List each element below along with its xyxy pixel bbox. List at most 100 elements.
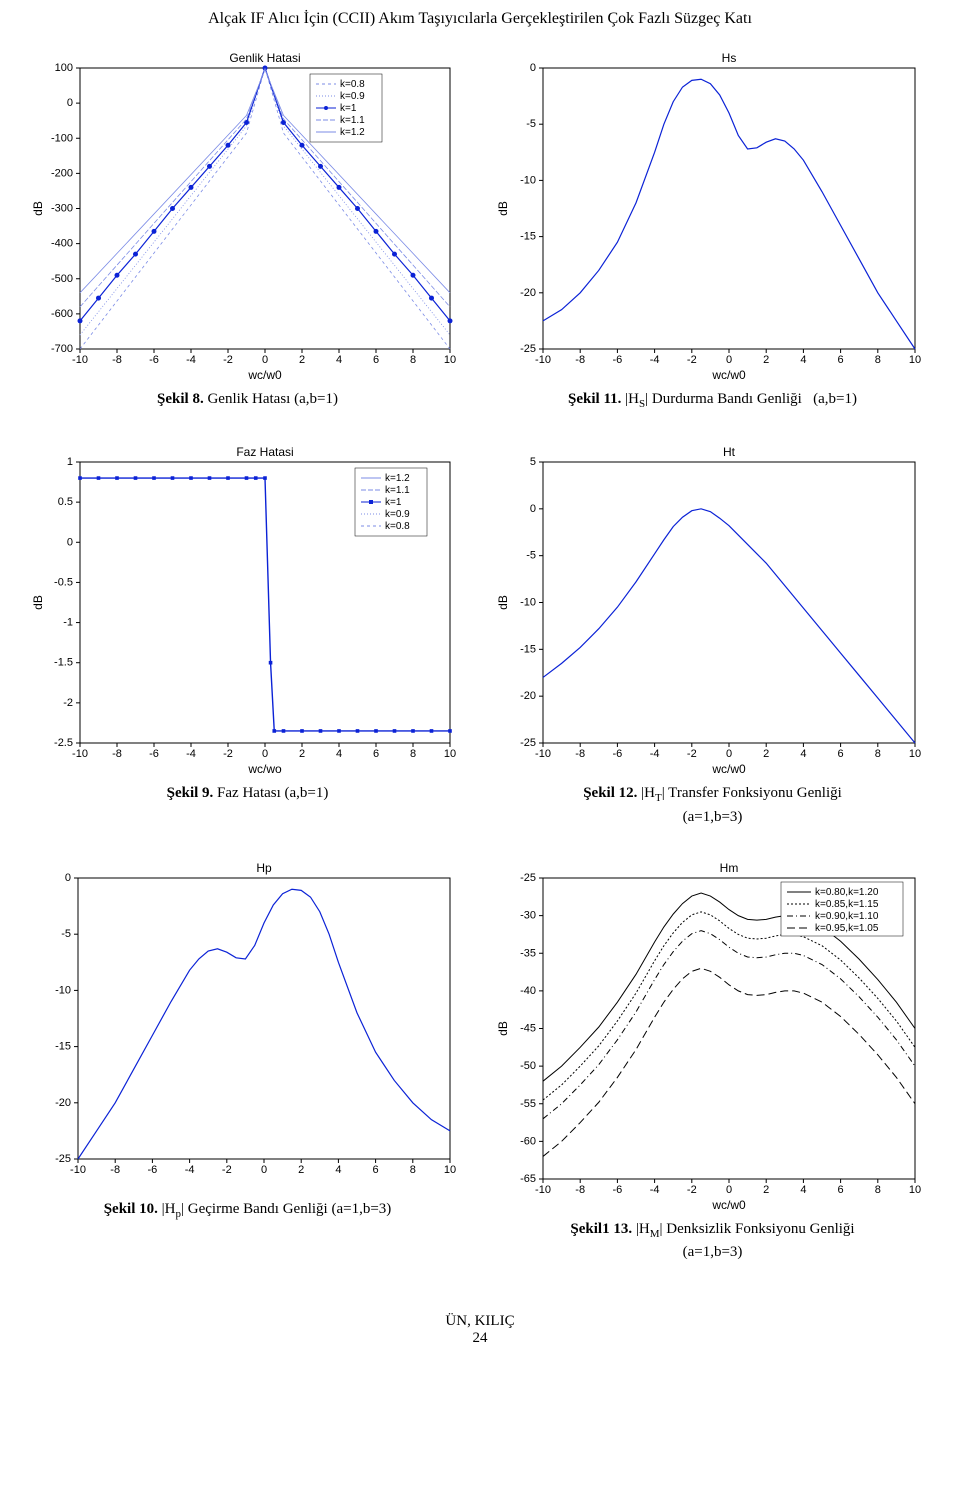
svg-text:-55: -55	[520, 1098, 536, 1110]
svg-text:k=0.9: k=0.9	[340, 91, 365, 102]
svg-text:0: 0	[530, 503, 536, 515]
svg-text:-45: -45	[520, 1022, 536, 1034]
svg-text:2: 2	[763, 354, 769, 366]
svg-text:k=0.9: k=0.9	[385, 509, 410, 520]
svg-text:-2: -2	[63, 697, 73, 709]
svg-text:-1.5: -1.5	[54, 657, 73, 669]
svg-text:k=0.80,k=1.20: k=0.80,k=1.20	[815, 887, 879, 898]
page-title: Alçak IF Alıcı İçin (CCII) Akım Taşıyıcı…	[30, 10, 930, 28]
fig11-chart: -10-8-6-4-20246810-25-20-15-10-50wc/w0dB…	[495, 48, 925, 383]
fig8-block: -10-8-6-4-20246810-700-600-500-400-300-2…	[30, 48, 465, 412]
svg-text:4: 4	[336, 748, 342, 760]
svg-text:5: 5	[530, 456, 536, 468]
fig9-caption-bold: Şekil 9.	[167, 785, 214, 801]
svg-text:-4: -4	[186, 354, 196, 366]
svg-text:0: 0	[67, 97, 73, 109]
svg-text:10: 10	[444, 1164, 456, 1176]
svg-text:4: 4	[800, 354, 806, 366]
svg-text:-2: -2	[223, 354, 233, 366]
svg-text:wc/w0: wc/w0	[711, 762, 746, 776]
svg-text:-15: -15	[55, 1040, 71, 1052]
svg-text:-10: -10	[520, 597, 536, 609]
svg-text:8: 8	[875, 748, 881, 760]
fig11-caption-bold: Şekil 11.	[568, 391, 621, 407]
svg-text:6: 6	[838, 748, 844, 760]
svg-text:k=0.8: k=0.8	[340, 79, 365, 90]
svg-text:10: 10	[444, 354, 456, 366]
svg-text:4: 4	[800, 748, 806, 760]
svg-text:-15: -15	[520, 644, 536, 656]
svg-text:k=1: k=1	[385, 497, 402, 508]
svg-text:dB: dB	[31, 201, 45, 216]
fig10-caption-text: |Hp| Geçirme Bandı Genliği (a=1,b=3)	[158, 1201, 391, 1217]
fig12-caption: Şekil 12. |HT| Transfer Fonksiyonu Genli…	[495, 783, 930, 827]
fig9-block: -10-8-6-4-20246810-2.5-2-1.5-1-0.500.51w…	[30, 442, 465, 827]
svg-text:-6: -6	[149, 354, 159, 366]
fig9-caption: Şekil 9. Faz Hatası (a,b=1)	[30, 783, 465, 804]
svg-text:-10: -10	[55, 984, 71, 996]
svg-text:-600: -600	[51, 308, 73, 320]
fig12-caption-bold: Şekil 12.	[583, 785, 637, 801]
svg-text:0.5: 0.5	[58, 497, 73, 509]
svg-text:-700: -700	[51, 343, 73, 355]
svg-text:dB: dB	[496, 596, 510, 611]
svg-text:-6: -6	[149, 748, 159, 760]
svg-text:8: 8	[410, 1164, 416, 1176]
fig12-block: -10-8-6-4-20246810-25-20-15-10-505wc/w0d…	[495, 442, 930, 827]
svg-text:-25: -25	[55, 1153, 71, 1165]
svg-text:-30: -30	[520, 909, 536, 921]
svg-text:-6: -6	[613, 354, 623, 366]
fig13-caption-bold: Şekil1 13.	[570, 1221, 632, 1237]
footer-page: 24	[30, 1330, 930, 1347]
svg-text:4: 4	[336, 354, 342, 366]
svg-text:-5: -5	[61, 928, 71, 940]
fig10-caption-bold: Şekil 10.	[104, 1201, 158, 1217]
svg-text:-40: -40	[520, 985, 536, 997]
svg-text:-200: -200	[51, 167, 73, 179]
svg-text:dB: dB	[496, 201, 510, 216]
fig11-caption-text: |HS| Durdurma Bandı Genliği (a,b=1)	[621, 391, 857, 407]
fig9-caption-text: Faz Hatası (a,b=1)	[213, 785, 328, 801]
svg-text:-10: -10	[520, 174, 536, 186]
svg-text:-25: -25	[520, 343, 536, 355]
svg-text:k=0.95,k=1.05: k=0.95,k=1.05	[815, 923, 879, 934]
svg-text:-6: -6	[613, 1184, 623, 1196]
svg-text:-4: -4	[185, 1164, 195, 1176]
svg-text:-4: -4	[650, 1184, 660, 1196]
fig8-caption: Şekil 8. Genlik Hatası (a,b=1)	[30, 389, 465, 410]
svg-text:8: 8	[875, 1184, 881, 1196]
footer: ÜN, KILIÇ 24	[30, 1313, 930, 1347]
svg-text:-25: -25	[520, 872, 536, 884]
svg-text:-0.5: -0.5	[54, 577, 73, 589]
fig13-caption-text: |HM| Denksizlik Fonksiyonu Genliği(a=1,b…	[632, 1221, 854, 1260]
svg-text:0: 0	[65, 872, 71, 884]
svg-text:-1: -1	[63, 617, 73, 629]
svg-text:2: 2	[299, 748, 305, 760]
svg-text:Hm: Hm	[720, 861, 739, 875]
svg-text:-25: -25	[520, 737, 536, 749]
svg-text:wc/wo: wc/wo	[247, 762, 282, 776]
svg-text:dB: dB	[496, 1021, 510, 1036]
svg-text:-8: -8	[575, 1184, 585, 1196]
svg-text:k=1: k=1	[340, 103, 357, 114]
svg-text:-6: -6	[613, 748, 623, 760]
svg-text:Ht: Ht	[723, 445, 736, 459]
svg-text:-20: -20	[55, 1097, 71, 1109]
svg-text:-10: -10	[70, 1164, 86, 1176]
svg-text:4: 4	[335, 1164, 341, 1176]
svg-text:-10: -10	[535, 1184, 551, 1196]
svg-text:k=1.2: k=1.2	[340, 127, 365, 138]
svg-text:2: 2	[299, 354, 305, 366]
svg-text:2: 2	[763, 748, 769, 760]
svg-text:4: 4	[800, 1184, 806, 1196]
svg-text:6: 6	[838, 1184, 844, 1196]
footer-author: ÜN, KILIÇ	[30, 1313, 930, 1330]
svg-text:-35: -35	[520, 947, 536, 959]
svg-text:-10: -10	[72, 748, 88, 760]
svg-text:0: 0	[530, 62, 536, 74]
svg-text:0: 0	[726, 1184, 732, 1196]
fig10-block: -10-8-6-4-20246810-25-20-15-10-50Hp Şeki…	[30, 858, 465, 1263]
fig8-caption-bold: Şekil 8.	[157, 391, 204, 407]
svg-text:-6: -6	[148, 1164, 158, 1176]
svg-text:6: 6	[373, 1164, 379, 1176]
